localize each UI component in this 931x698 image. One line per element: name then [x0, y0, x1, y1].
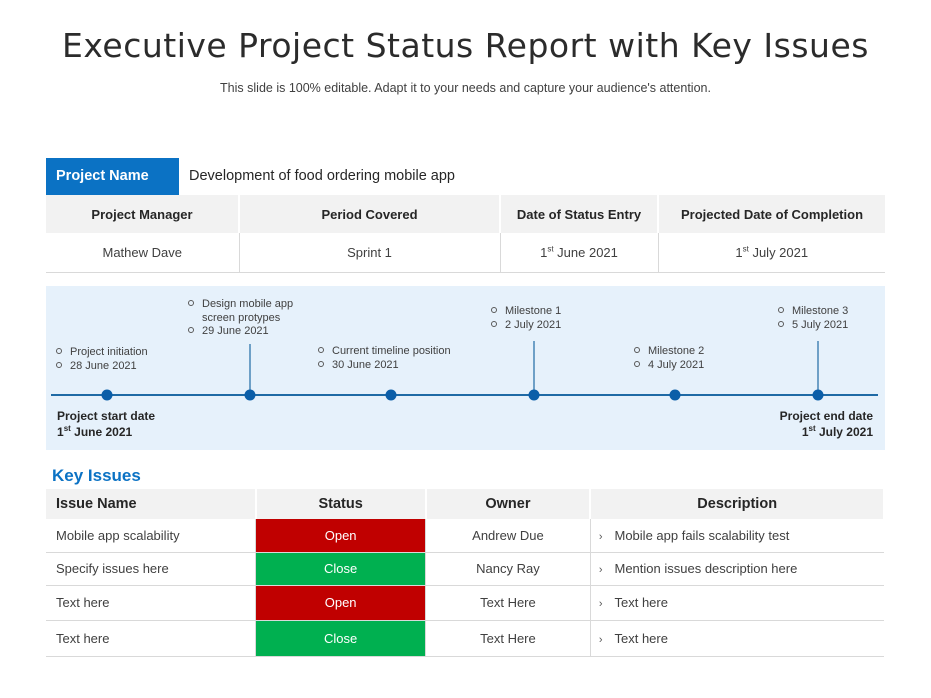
project-end-date: Project end date 1st July 2021 — [779, 409, 873, 439]
key-issues-title: Key Issues — [52, 466, 141, 485]
milestone-dot-3 — [528, 389, 540, 401]
project-info-table: Project Manager Period Covered Date of S… — [46, 195, 885, 273]
issue-owner: Nancy Ray — [425, 552, 591, 586]
table-row: Mobile app scalability Open Andrew Due ›… — [46, 519, 884, 553]
completion-date-value: 1st July 2021 — [658, 233, 885, 273]
project-start-date: Project start date 1st June 2021 — [57, 409, 156, 439]
page-subtitle: This slide is 100% editable. Adapt it to… — [220, 81, 711, 95]
milestone-current-position: Current timeline position 30 June 2021 — [318, 345, 451, 372]
status-entry-value: 1st June 2021 — [500, 233, 659, 273]
issue-name: Text here — [46, 620, 257, 657]
project-name-value: Development of food ordering mobile app — [189, 168, 455, 184]
milestone-2: Milestone 2 4 July 2021 — [634, 345, 704, 372]
col-projected-completion: Projected Date of Completion — [658, 195, 885, 233]
issue-name: Text here — [46, 585, 257, 621]
milestone-dot-0 — [101, 389, 113, 401]
milestone-dot-4 — [669, 389, 681, 401]
milestone-1: Milestone 1 2 July 2021 — [491, 305, 561, 332]
bullet-icon — [491, 320, 497, 327]
milestone-dot-5 — [812, 389, 824, 401]
table-row: Text here Close Text Here › Text here — [46, 620, 884, 657]
bullet-icon — [778, 320, 784, 327]
milestone-project-initiation: Project initiation 28 June 2021 — [56, 346, 148, 373]
chevron-right-icon: › — [598, 598, 603, 610]
bullet-icon — [634, 347, 640, 354]
project-timeline: Project initiation 28 June 2021 Design m… — [46, 286, 885, 450]
milestone-dot-2 — [385, 389, 397, 401]
bullet-icon — [188, 300, 194, 307]
issue-description: › Text here — [590, 620, 884, 657]
period-covered-value: Sprint 1 — [239, 233, 501, 273]
col-description: Description — [590, 489, 885, 519]
issue-description: › Mention issues description here — [590, 552, 884, 586]
issue-description: › Text here — [590, 585, 884, 621]
issue-name: Mobile app scalability — [46, 519, 257, 553]
chevron-right-icon: › — [598, 564, 603, 576]
project-info-header-row: Project Manager Period Covered Date of S… — [46, 195, 885, 233]
col-owner: Owner — [425, 489, 592, 519]
page-title: Executive Project Status Report with Key… — [62, 26, 869, 65]
bullet-icon — [56, 361, 62, 368]
key-issues-table: Issue Name Status Owner Description Mobi… — [46, 489, 885, 657]
milestone-dot-1 — [244, 389, 256, 401]
issue-name: Specify issues here — [46, 552, 257, 586]
milestone-3: Milestone 3 5 July 2021 — [778, 305, 848, 332]
issue-owner: Andrew Due — [425, 519, 591, 553]
col-status: Status — [255, 489, 427, 519]
milestone-design-screens: Design mobile app screen protypes 29 Jun… — [188, 298, 293, 339]
col-issue-name: Issue Name — [46, 489, 257, 519]
chevron-right-icon: › — [598, 633, 603, 646]
bullet-icon — [188, 327, 194, 334]
status-badge: Open — [255, 585, 427, 621]
issues-header-row: Issue Name Status Owner Description — [46, 489, 885, 519]
bullet-icon — [778, 307, 784, 314]
bullet-icon — [634, 360, 640, 367]
col-date-status-entry: Date of Status Entry — [500, 195, 659, 233]
table-row: Specify issues here Close Nancy Ray › Men… — [46, 552, 884, 586]
col-period-covered: Period Covered — [239, 195, 501, 233]
bullet-icon — [318, 347, 324, 354]
col-project-manager: Project Manager — [46, 195, 240, 233]
bullet-icon — [318, 360, 324, 367]
table-row: Text here Open Text Here › Text here — [46, 585, 884, 621]
timeline-graphic — [51, 341, 878, 401]
issue-owner: Text Here — [425, 620, 591, 657]
bullet-icon — [56, 348, 62, 355]
chevron-right-icon: › — [598, 530, 603, 543]
status-badge: Open — [255, 519, 427, 553]
status-badge: Close — [255, 620, 427, 657]
bullet-icon — [491, 307, 497, 314]
project-manager-value: Mathew Dave — [46, 233, 240, 273]
status-badge: Close — [255, 552, 427, 586]
project-name-label: Project Name — [46, 158, 179, 195]
issue-owner: Text Here — [425, 585, 591, 621]
issue-description: › Mobile app fails scalability test — [590, 519, 884, 553]
project-info-row: Mathew Dave Sprint 1 1st June 2021 1st J… — [46, 233, 885, 273]
